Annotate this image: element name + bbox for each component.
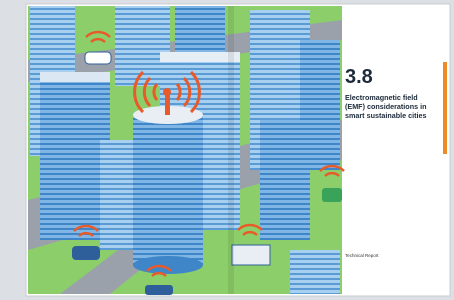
cover-text: 3.8 Electromagnetic field (EMF) consider… [343,0,443,300]
title-line: Electromagnetic field [345,93,427,102]
title-line: (EMF) considerations in [345,102,427,111]
report-type: Technical Report [345,253,379,258]
report-number: 3.8 [345,66,373,89]
report-title: Electromagnetic field (EMF) consideratio… [345,93,427,120]
page: 3.8 Electromagnetic field (EMF) consider… [0,0,454,300]
title-line: smart sustainable cities [345,111,427,120]
